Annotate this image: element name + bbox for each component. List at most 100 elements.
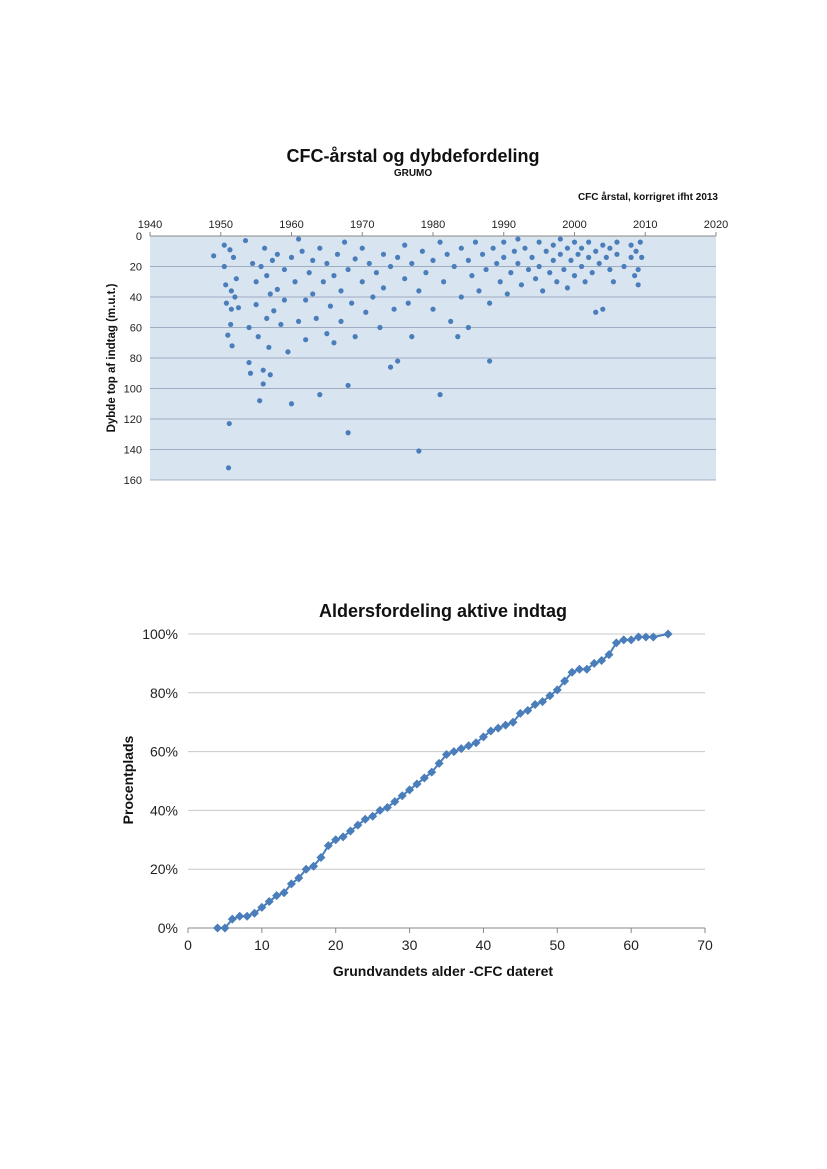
chart2-data-point xyxy=(338,832,348,842)
chart1-x-axis-title: CFC årstal, korrigret ifht 2013 xyxy=(578,191,718,203)
chart1-data-point xyxy=(303,337,309,343)
chart1-y-tick-label: 0 xyxy=(136,231,142,243)
chart1-data-point xyxy=(554,279,560,285)
chart2-data-point xyxy=(493,723,503,733)
chart2-x-tick-label: 40 xyxy=(476,937,492,953)
chart1-data-point xyxy=(614,251,620,257)
chart2-data-point xyxy=(545,691,555,701)
chart1-x-tick-label: 2000 xyxy=(562,219,586,231)
chart2-data-point xyxy=(405,785,415,795)
chart1-data-point xyxy=(267,291,273,297)
chart1-data-point xyxy=(295,318,302,324)
chart2-y-tick-label: 80% xyxy=(150,685,178,701)
chart1-data-point xyxy=(352,256,358,262)
chart1-data-point xyxy=(395,254,401,260)
chart1-data-point xyxy=(264,273,270,279)
chart1-data-point xyxy=(603,254,609,260)
chart2-data-point xyxy=(213,923,223,933)
chart2-series-line xyxy=(217,633,669,929)
chart1-data-point xyxy=(262,245,268,251)
chart2-data-point xyxy=(301,864,311,874)
chart1-data-point xyxy=(557,251,563,257)
chart2-data-point xyxy=(663,629,673,639)
chart1-data-point xyxy=(586,239,592,245)
chart1-data-point xyxy=(564,245,571,251)
chart1-data-point xyxy=(593,248,599,254)
chart1-x-tick-label: 1950 xyxy=(209,219,233,231)
chart1-data-point xyxy=(228,288,234,294)
chart2-data-point xyxy=(471,738,481,748)
chart1-data-point xyxy=(391,306,397,312)
chart2-data-point xyxy=(552,685,562,695)
chart2-data-point xyxy=(478,732,488,742)
chart1-data-point xyxy=(225,332,231,338)
chart1-data-point xyxy=(536,263,542,270)
chart1-data-point xyxy=(242,237,249,244)
chart1-data-point xyxy=(395,358,401,364)
chart2-data-point xyxy=(294,873,304,883)
chart2-data-point xyxy=(456,744,466,754)
chart1-data-point xyxy=(578,263,585,270)
chart2-data-point xyxy=(611,638,621,648)
chart1-data-point xyxy=(232,294,238,300)
chart1-data-point xyxy=(582,279,588,285)
chart1-data-point xyxy=(472,239,479,245)
chart1-y-tick-label: 160 xyxy=(124,475,142,487)
chart1-data-point xyxy=(235,305,242,311)
chart1-data-point xyxy=(255,334,261,340)
chart1-data-point xyxy=(345,382,351,389)
chart1-data-point xyxy=(331,273,337,279)
chart1-data-point xyxy=(306,270,312,276)
chart1-data-point xyxy=(614,239,620,245)
chart1-data-point xyxy=(352,334,358,340)
chart1-data-point xyxy=(575,251,581,257)
chart1-data-point xyxy=(540,288,546,294)
chart2-x-tick-label: 60 xyxy=(623,937,639,953)
chart2-data-point xyxy=(501,720,511,730)
chart1-data-point xyxy=(260,367,266,373)
chart1-data-point xyxy=(313,315,319,321)
chart1-data-point xyxy=(571,239,578,245)
chart1-title: CFC-årstal og dybdefordeling xyxy=(286,146,539,166)
chart1-data-point xyxy=(490,245,496,251)
chart1-data-point xyxy=(380,251,387,257)
chart1-data-point xyxy=(266,344,272,350)
chart1-data-point xyxy=(578,245,585,251)
chart1-data-point xyxy=(317,392,323,398)
chart1-data-point xyxy=(271,308,277,314)
chart1-data-point xyxy=(476,288,482,294)
chart1-data-point xyxy=(409,260,415,267)
chart1-data-point xyxy=(448,318,454,324)
chart2-data-point xyxy=(242,911,252,921)
chart2-data-point xyxy=(442,750,451,760)
chart2-y-tick-label: 40% xyxy=(150,802,178,818)
chart2-data-point xyxy=(604,650,614,660)
chart1-data-point xyxy=(564,285,571,291)
chart1-data-point xyxy=(370,294,376,300)
chart1-data-point xyxy=(479,251,486,257)
chart1-data-point xyxy=(228,306,234,312)
chart2-data-point xyxy=(538,697,548,707)
chart1-data-point xyxy=(349,300,355,306)
chart1-data-point xyxy=(317,245,323,251)
chart2-data-point xyxy=(309,861,319,871)
chart1-data-point xyxy=(211,253,217,259)
chart2-data-point xyxy=(486,726,496,736)
chart2-data-point xyxy=(323,841,333,851)
chart1-data-point xyxy=(246,324,252,331)
chart1-x-tick-label: 1960 xyxy=(279,219,303,231)
chart1-data-point xyxy=(338,288,344,294)
chart1-data-point xyxy=(227,247,233,253)
chart1-data-point xyxy=(504,291,510,297)
chart2-y-tick-label: 0% xyxy=(158,920,178,936)
chart2-data-point xyxy=(597,655,607,665)
chart1-data-point xyxy=(451,263,457,270)
chart1-data-point xyxy=(260,381,266,387)
chart1-data-point xyxy=(409,334,415,340)
chart1-data-point xyxy=(593,309,599,315)
chart2-data-point xyxy=(582,664,592,674)
chart1-plot-area: 0 20 40 60 80 100 120 140 160 1940 1950 1960 1970 198… xyxy=(124,219,729,487)
chart2-x-tick-label: 50 xyxy=(549,937,565,953)
chart1-data-point xyxy=(223,300,230,306)
chart1-data-point xyxy=(639,254,645,260)
